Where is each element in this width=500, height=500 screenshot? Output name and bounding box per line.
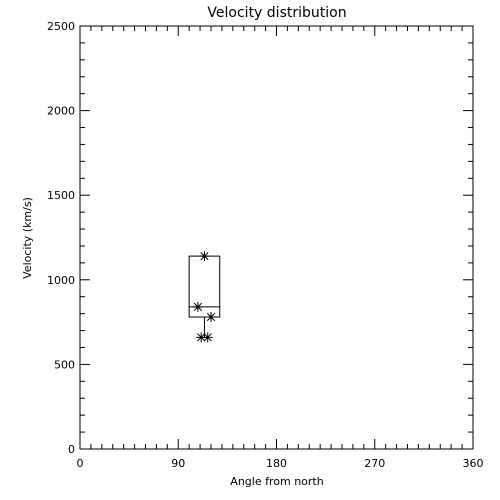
y-tick-label: 0: [68, 443, 75, 456]
y-axis-tick-labels: 0 500 1000 1500 2000 2500: [47, 20, 75, 456]
x-tick-label: 90: [171, 457, 185, 470]
y-tick-label: 2500: [47, 20, 75, 33]
data-point: [202, 332, 213, 343]
box-iqr: [188, 255, 221, 318]
y-tick-label: 2000: [47, 105, 75, 118]
data-point: [192, 301, 203, 312]
x-tick-label: 0: [77, 457, 84, 470]
x-axis-tick-labels: 0 90 180 270 360: [77, 457, 484, 470]
data-point: [199, 251, 210, 262]
x-tick-label: 270: [364, 457, 385, 470]
y-tick-label: 1500: [47, 189, 75, 202]
data-point: [196, 332, 207, 343]
plot-frame: [79, 25, 474, 450]
x-axis-label: Angle from north: [230, 475, 323, 488]
box-plot-marks: [188, 251, 221, 343]
x-tick-label: 360: [463, 457, 484, 470]
y-axis-label: Velocity (km/s): [21, 197, 34, 279]
x-tick-label: 180: [266, 457, 287, 470]
y-tick-label: 1000: [47, 274, 75, 287]
chart-title: Velocity distribution: [207, 5, 346, 21]
y-tick-label: 500: [54, 358, 75, 371]
data-point: [206, 312, 216, 323]
y-axis-ticks: [80, 25, 473, 450]
x-axis-ticks: [79, 26, 474, 449]
